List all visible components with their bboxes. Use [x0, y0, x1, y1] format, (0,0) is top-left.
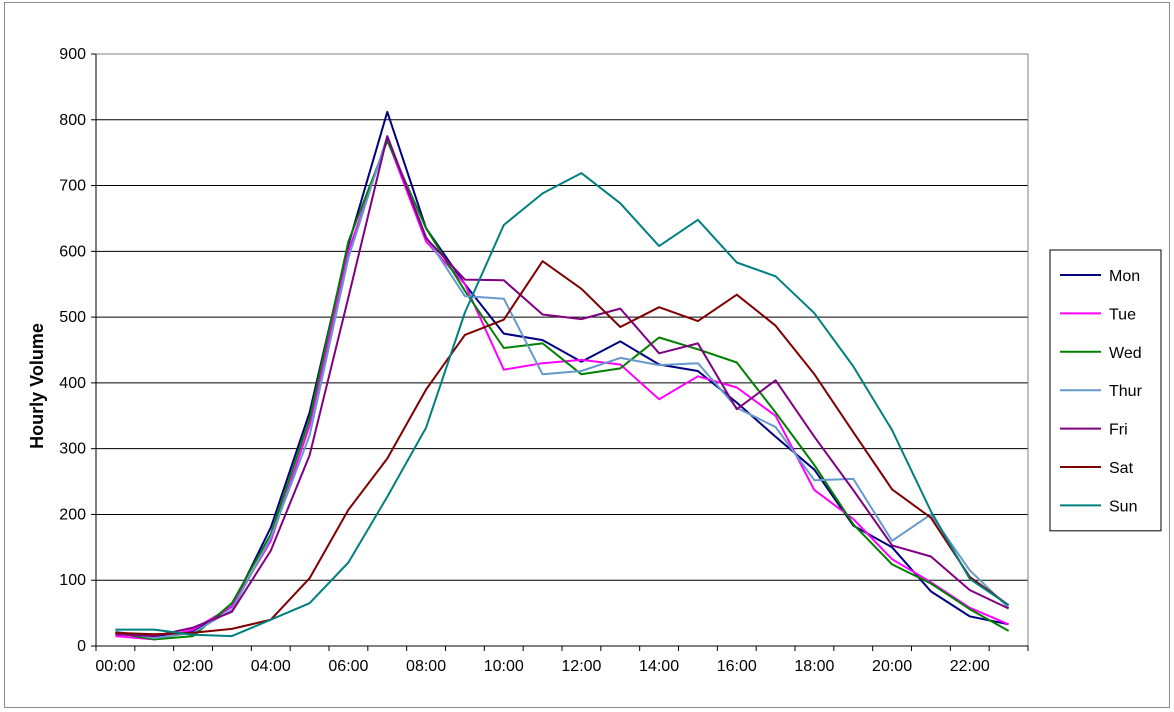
x-tick-label: 12:00	[561, 658, 601, 675]
y-tick-label: 600	[59, 243, 86, 260]
y-tick-label: 200	[59, 506, 86, 523]
series-line-sun	[115, 172, 1010, 638]
x-tick-label: 14:00	[639, 658, 679, 675]
y-tick-label: 900	[59, 46, 86, 63]
legend-label-sun: Sun	[1109, 498, 1137, 515]
chart-frame: 0 100 200 300 400 500 600 700 800 900 00:00 02:00 04…	[4, 2, 1170, 708]
x-tick-label: 08:00	[406, 658, 446, 675]
legend-label-tue: Tue	[1109, 306, 1136, 323]
series-line-tue	[115, 138, 1009, 641]
series-line-mon	[115, 110, 1009, 638]
legend-label-fri: Fri	[1109, 422, 1128, 439]
x-tick-label: 00:00	[95, 658, 135, 675]
y-tick-label: 700	[59, 178, 86, 195]
x-tick-label: 04:00	[251, 658, 291, 675]
line-chart: 0 100 200 300 400 500 600 700 800 900 00:00 02:00 04…	[27, 46, 1162, 675]
series-line-thur	[115, 135, 1010, 640]
series-line-sat	[115, 260, 1010, 636]
y-tick-label: 800	[59, 112, 86, 129]
y-tick-label: 0	[77, 638, 86, 655]
x-tick-label: 06:00	[328, 658, 368, 675]
x-tick-label: 18:00	[794, 658, 834, 675]
legend-label-wed: Wed	[1109, 345, 1142, 362]
series-line-fri	[115, 135, 1010, 638]
series-line-wed	[115, 139, 1010, 641]
legend-label-thur: Thur	[1109, 383, 1143, 400]
y-tick-label: 300	[59, 441, 86, 458]
x-tick-label: 20:00	[872, 658, 912, 675]
y-axis-label: Hourly Volume	[27, 323, 47, 449]
legend-label-mon: Mon	[1109, 268, 1140, 285]
x-tick-label: 10:00	[484, 658, 524, 675]
x-tick-label: 16:00	[717, 658, 757, 675]
legend-label-sat: Sat	[1109, 460, 1134, 477]
x-tick-label: 22:00	[950, 658, 990, 675]
y-tick-label: 100	[59, 572, 86, 589]
y-tick-label: 400	[59, 375, 86, 392]
y-tick-label: 500	[59, 309, 86, 326]
x-tick-label: 02:00	[173, 658, 213, 675]
